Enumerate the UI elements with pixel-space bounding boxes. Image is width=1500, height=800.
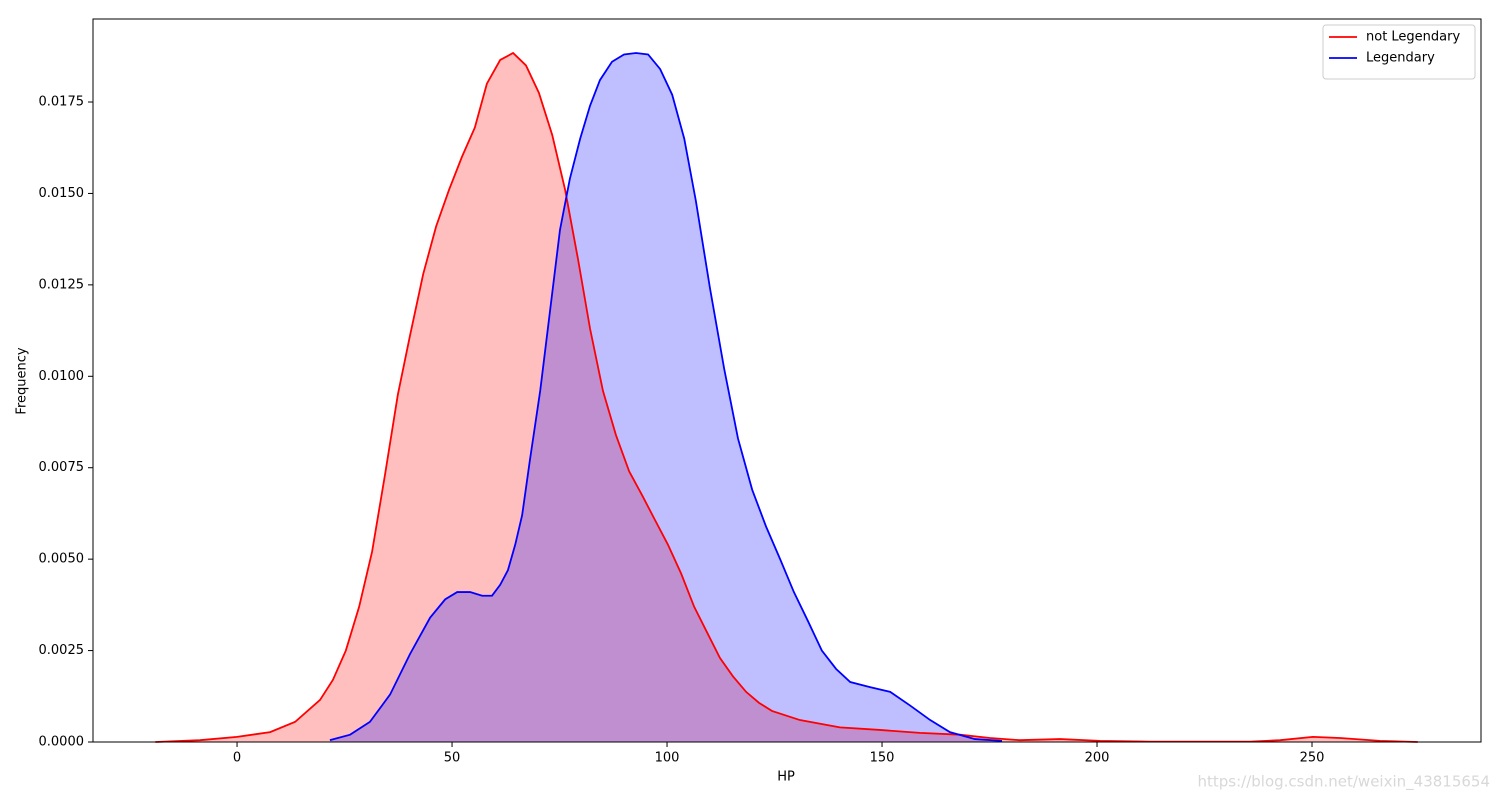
x-tick-label: 250 <box>1300 751 1325 766</box>
y-tick-label: 0.0000 <box>39 735 85 750</box>
legend-box <box>1322 24 1476 80</box>
x-axis-label: HP <box>777 770 795 785</box>
x-tick-label: 50 <box>444 751 461 766</box>
watermark: https://blog.csdn.net/weixin_43815654 <box>1197 773 1490 792</box>
plot-frame <box>92 18 1482 743</box>
legend-label: not Legendary <box>1366 30 1460 45</box>
x-tick-label: 100 <box>655 751 680 766</box>
y-tick-label: 0.0025 <box>39 643 85 658</box>
density-area <box>329 53 1002 742</box>
density-line <box>329 52 1003 742</box>
y-tick-label: 0.0100 <box>39 369 85 384</box>
y-tick-label: 0.0075 <box>39 460 85 475</box>
density-area <box>155 53 1418 742</box>
y-axis-label: Frequency <box>15 347 30 414</box>
y-tick-label: 0.0125 <box>39 277 85 292</box>
x-tick-label: 200 <box>1085 751 1110 766</box>
y-tick-label: 0.0050 <box>39 552 85 567</box>
density-line <box>155 51 1418 743</box>
x-tick-label: 150 <box>870 751 895 766</box>
x-tick-label: 0 <box>233 751 241 766</box>
y-tick-label: 0.0150 <box>39 186 85 201</box>
legend-label: Legendary <box>1366 51 1435 66</box>
y-tick-label: 0.0175 <box>39 95 85 110</box>
